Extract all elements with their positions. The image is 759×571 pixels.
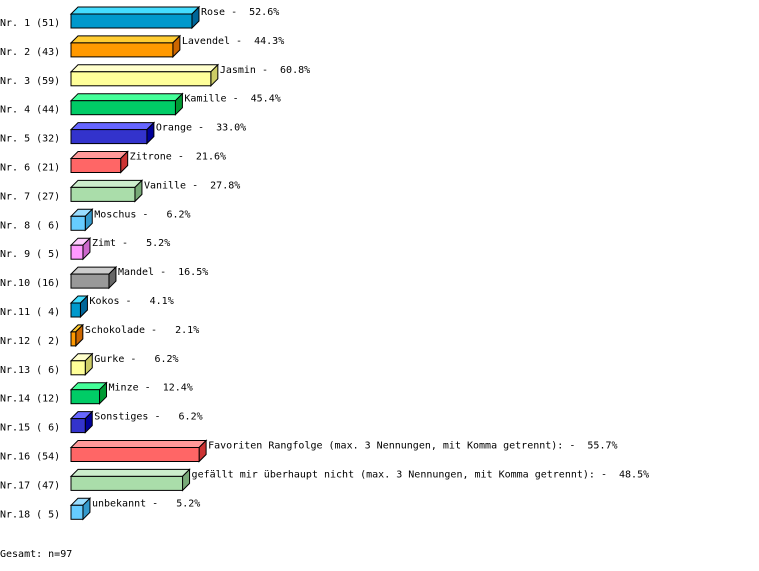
bar (70, 418, 86, 434)
category-label: Nr. 9 ( 5) (0, 249, 60, 260)
data-label: unbekannt - 5.2% (92, 498, 200, 509)
bar (70, 71, 212, 87)
data-label: Rose - 52.6% (201, 7, 279, 18)
category-label: Nr.10 (16) (0, 278, 60, 289)
category-label: Nr. 5 (32) (0, 134, 60, 145)
bar (70, 389, 101, 405)
data-label: Zitrone - 21.6% (130, 152, 226, 163)
bar (70, 447, 200, 462)
bar-top (69, 6, 201, 15)
data-label: Kokos - 4.1% (89, 296, 173, 307)
data-label: Gurke - 6.2% (94, 354, 178, 365)
bar (70, 302, 81, 318)
data-label: Jasmin - 60.8% (220, 65, 310, 76)
data-label: Kamille - 45.4% (184, 94, 280, 105)
category-label: Nr.17 (47) (0, 480, 60, 491)
bar (70, 186, 136, 202)
category-label: Nr. 6 (21) (0, 163, 60, 174)
category-label: Nr.16 (54) (0, 452, 60, 463)
bar-top (69, 122, 156, 131)
category-label: Nr. 3 (59) (0, 76, 60, 87)
data-label: gefällt mir überhaupt nicht (max. 3 Nenn… (192, 469, 650, 480)
bar (70, 215, 86, 231)
bar (70, 13, 193, 29)
bar-top (69, 468, 191, 477)
bar (70, 273, 110, 289)
bar (70, 244, 84, 260)
bar-top (69, 93, 184, 102)
bar-top (69, 266, 118, 275)
data-label: Schokolade - 2.1% (85, 325, 199, 336)
bar-top (69, 440, 208, 448)
data-label: Moschus - 6.2% (94, 209, 190, 220)
category-label: Nr.18 ( 5) (0, 509, 60, 520)
category-label: Nr.15 ( 6) (0, 423, 60, 434)
category-label: Nr.12 ( 2) (0, 336, 60, 347)
data-label: Mandel - 16.5% (118, 267, 208, 278)
bar (70, 331, 77, 347)
data-label: Vanille - 27.8% (144, 180, 240, 191)
bar (70, 475, 184, 491)
bar (70, 158, 122, 173)
bar (70, 129, 148, 145)
data-label: Zimt - 5.2% (92, 238, 170, 249)
data-label: Minze - 12.4% (109, 383, 193, 394)
category-label: Nr. 8 ( 6) (0, 220, 60, 231)
data-label: Lavendel - 44.3% (182, 36, 284, 47)
data-label: Favoriten Rangfolge (max. 3 Nennungen, m… (208, 441, 617, 452)
category-label: Nr.13 ( 6) (0, 365, 60, 376)
bar-top (69, 151, 129, 159)
category-label: Nr. 4 (44) (0, 105, 60, 116)
category-label: Nr.11 ( 4) (0, 307, 60, 318)
footer-total: Gesamt: n=97 (0, 549, 72, 560)
data-label: Orange - 33.0% (156, 123, 246, 134)
bar-top (69, 35, 182, 44)
bar (70, 100, 176, 116)
category-label: Nr. 7 (27) (0, 191, 60, 202)
category-label: Nr.14 (12) (0, 394, 60, 405)
bar (70, 504, 84, 520)
bar-top (69, 64, 220, 73)
data-label: Sonstiges - 6.2% (94, 412, 202, 423)
category-label: Nr. 1 (51) (0, 18, 60, 29)
bar-top (69, 179, 144, 188)
bar (70, 42, 174, 58)
category-label: Nr. 2 (43) (0, 47, 60, 58)
bar (70, 360, 86, 376)
